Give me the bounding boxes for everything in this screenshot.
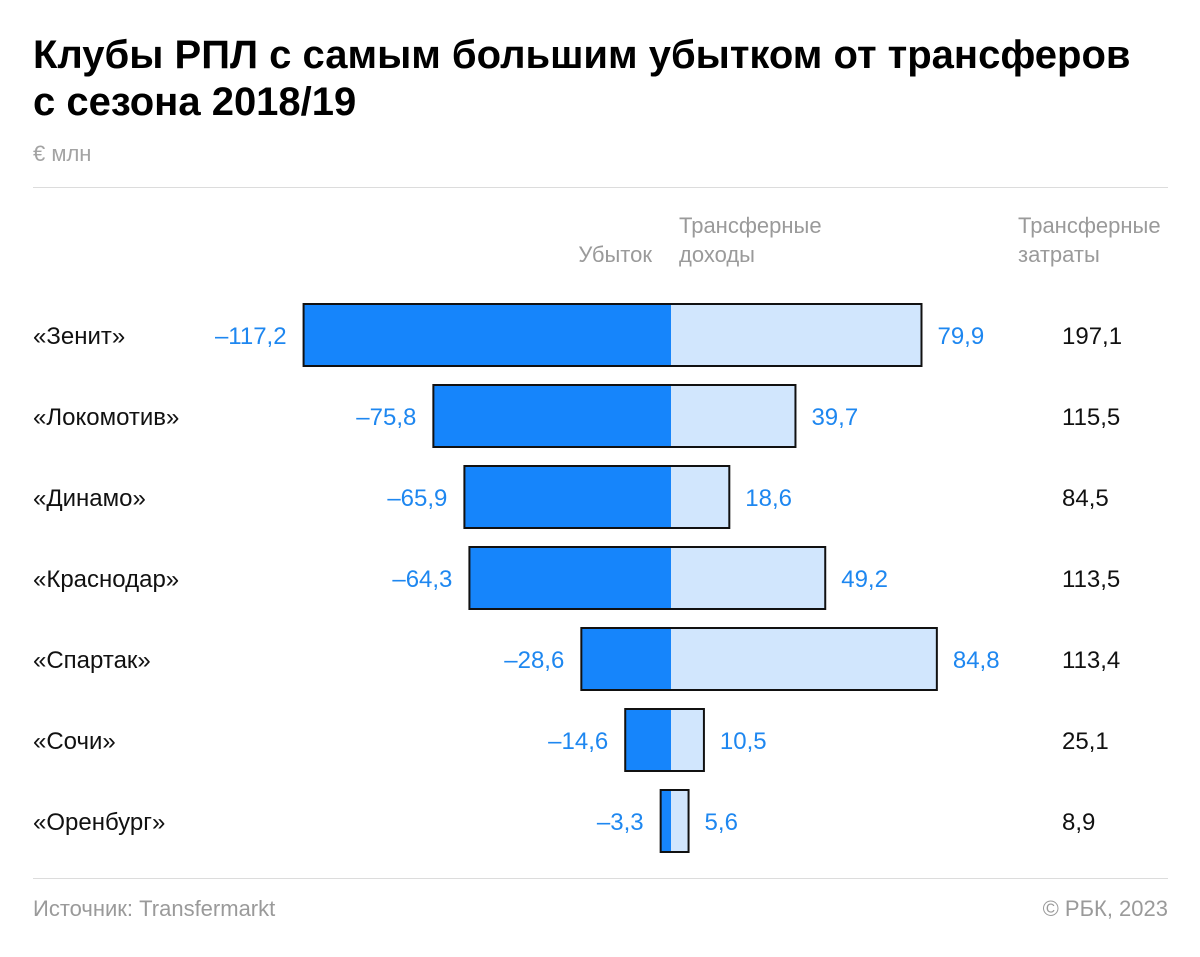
spend-value: 113,4 [1062,647,1120,674]
income-value: 18,6 [745,485,792,512]
chart-title-line-2: с сезона 2018/19 [33,80,357,124]
income-value: 79,9 [937,323,984,350]
spend-value: 25,1 [1062,728,1109,755]
bar-outline [659,789,690,853]
income-value: 39,7 [811,404,858,431]
loss-value: –75,8 [356,404,416,431]
spend-value: 84,5 [1062,485,1109,512]
header-spend-line-2: затраты [1018,242,1100,267]
income-value: 49,2 [841,566,888,593]
club-label: «Оренбург» [33,809,165,836]
chart-rows: «Зенит» –117,2 79,9 197,1 «Локомотив» –75,8 39… [33,303,1122,853]
spend-value: 8,9 [1062,809,1095,836]
income-bar [671,790,689,852]
chart-title-line-1: Клубы РПЛ с самым большим убытком от тра… [33,33,1131,77]
top-divider [33,187,1168,188]
bar-outline [302,303,923,367]
loss-bar [303,304,671,366]
bar-outline [468,546,827,610]
header-income-line-2: доходы [679,242,755,267]
bar-outline [580,627,938,691]
club-label: «Зенит» [33,323,125,350]
bottom-divider [33,878,1168,879]
income-value: 84,8 [953,647,1000,674]
income-bar [671,628,937,690]
spend-value: 197,1 [1062,323,1122,350]
income-bar [671,466,730,528]
loss-value: –65,9 [387,485,447,512]
income-value: 5,6 [705,809,738,836]
loss-value: –14,6 [548,728,608,755]
source-note: Источник: Transfermarkt [33,896,276,921]
spend-value: 113,5 [1062,566,1120,593]
loss-value: –3,3 [597,809,644,836]
loss-value: –28,6 [504,647,564,674]
income-bar [671,385,796,447]
club-label: «Краснодар» [33,566,179,593]
header-income-line-1: Трансферные [679,213,822,238]
loss-bar [625,709,671,771]
loss-bar [469,547,671,609]
loss-value: –117,2 [215,323,287,350]
loss-value: –64,3 [392,566,452,593]
income-bar [671,709,704,771]
loss-bar [464,466,671,528]
unit-label: € млн [33,141,92,166]
income-value: 10,5 [720,728,767,755]
bar-outline [432,384,797,448]
loss-bar [581,628,671,690]
header-spend-line-1: Трансферные [1018,213,1161,238]
header-loss: Убыток [578,242,652,267]
copyright: © РБК, 2023 [1042,896,1168,921]
club-label: «Локомотив» [33,404,179,431]
bar-outline [624,708,705,772]
income-bar [671,304,922,366]
bar-outline [463,465,731,529]
club-label: «Сочи» [33,728,116,755]
club-label: «Динамо» [33,485,146,512]
loss-bar [660,790,671,852]
loss-bar [433,385,671,447]
chart-title: Клубы РПЛ с самым большим убытком от тра… [33,32,1173,126]
spend-value: 115,5 [1062,404,1120,431]
club-label: «Спартак» [33,647,151,674]
income-bar [671,547,826,609]
